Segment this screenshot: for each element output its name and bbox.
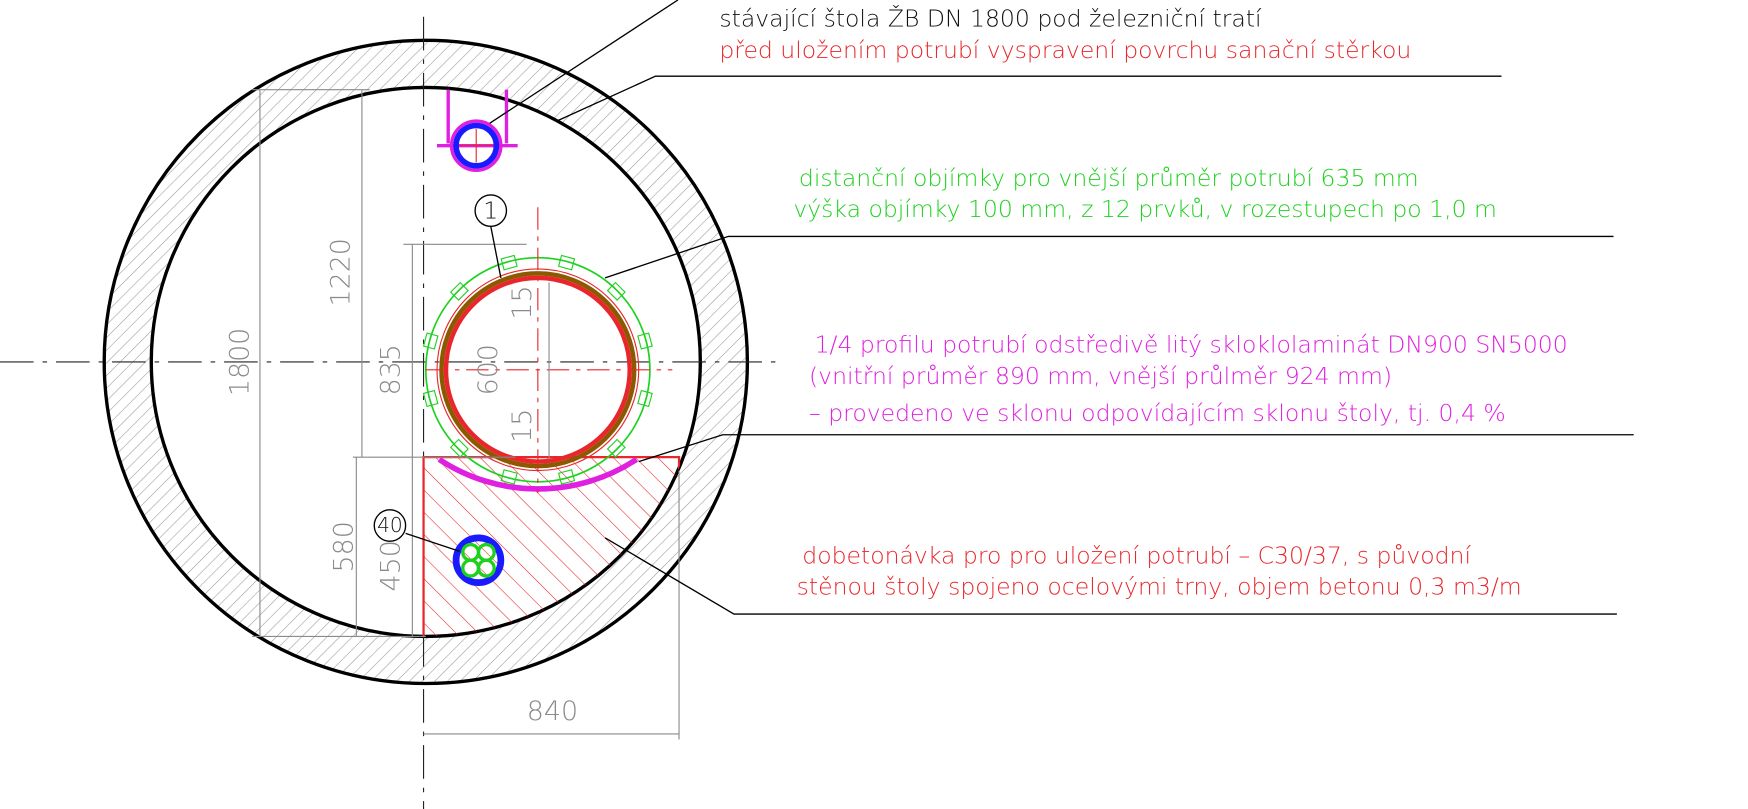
drawing: 1 40 1800 1220 835 600 15 15 580 450 840… bbox=[0, 0, 1748, 809]
callout: 40 bbox=[377, 513, 403, 537]
dimension-label: 1220 bbox=[325, 238, 356, 306]
note-text: před uložením potrubí vyspravení povrchu… bbox=[719, 36, 1411, 64]
small-pipe bbox=[437, 90, 518, 171]
dimension-label: 840 bbox=[527, 696, 578, 727]
dimension-label: 1800 bbox=[224, 328, 255, 396]
callout: 1 bbox=[483, 196, 498, 224]
note-text: stěnou štoly spojeno ocelovými trny, obj… bbox=[797, 573, 1522, 601]
dimension-label: 15 bbox=[507, 409, 538, 443]
note-text: dobetonávka pro pro uložení potrubí – C3… bbox=[802, 541, 1471, 569]
note-text: (vnitřní průměr 890 mm, vnější průlměr 9… bbox=[809, 362, 1392, 390]
note-text: distanční objímky pro vnější průměr potr… bbox=[799, 164, 1419, 192]
note-text: stávající štola ŽB DN 1800 pod železničn… bbox=[719, 5, 1262, 33]
dimension-label: 580 bbox=[329, 521, 360, 572]
note-text: 1/4 profilu potrubí odstředivě litý sklo… bbox=[815, 331, 1568, 359]
main-pipe bbox=[424, 207, 673, 493]
note-text: – provedeno ve sklonu odpovídajícím sklo… bbox=[809, 399, 1506, 427]
dimension-label: 600 bbox=[473, 344, 504, 395]
dimension-label: 450 bbox=[376, 540, 407, 591]
dimension-label: 835 bbox=[376, 344, 407, 395]
note-text: výška objímky 100 mm, z 12 prvků, v roze… bbox=[793, 195, 1497, 223]
dimension-label: 15 bbox=[507, 285, 538, 319]
